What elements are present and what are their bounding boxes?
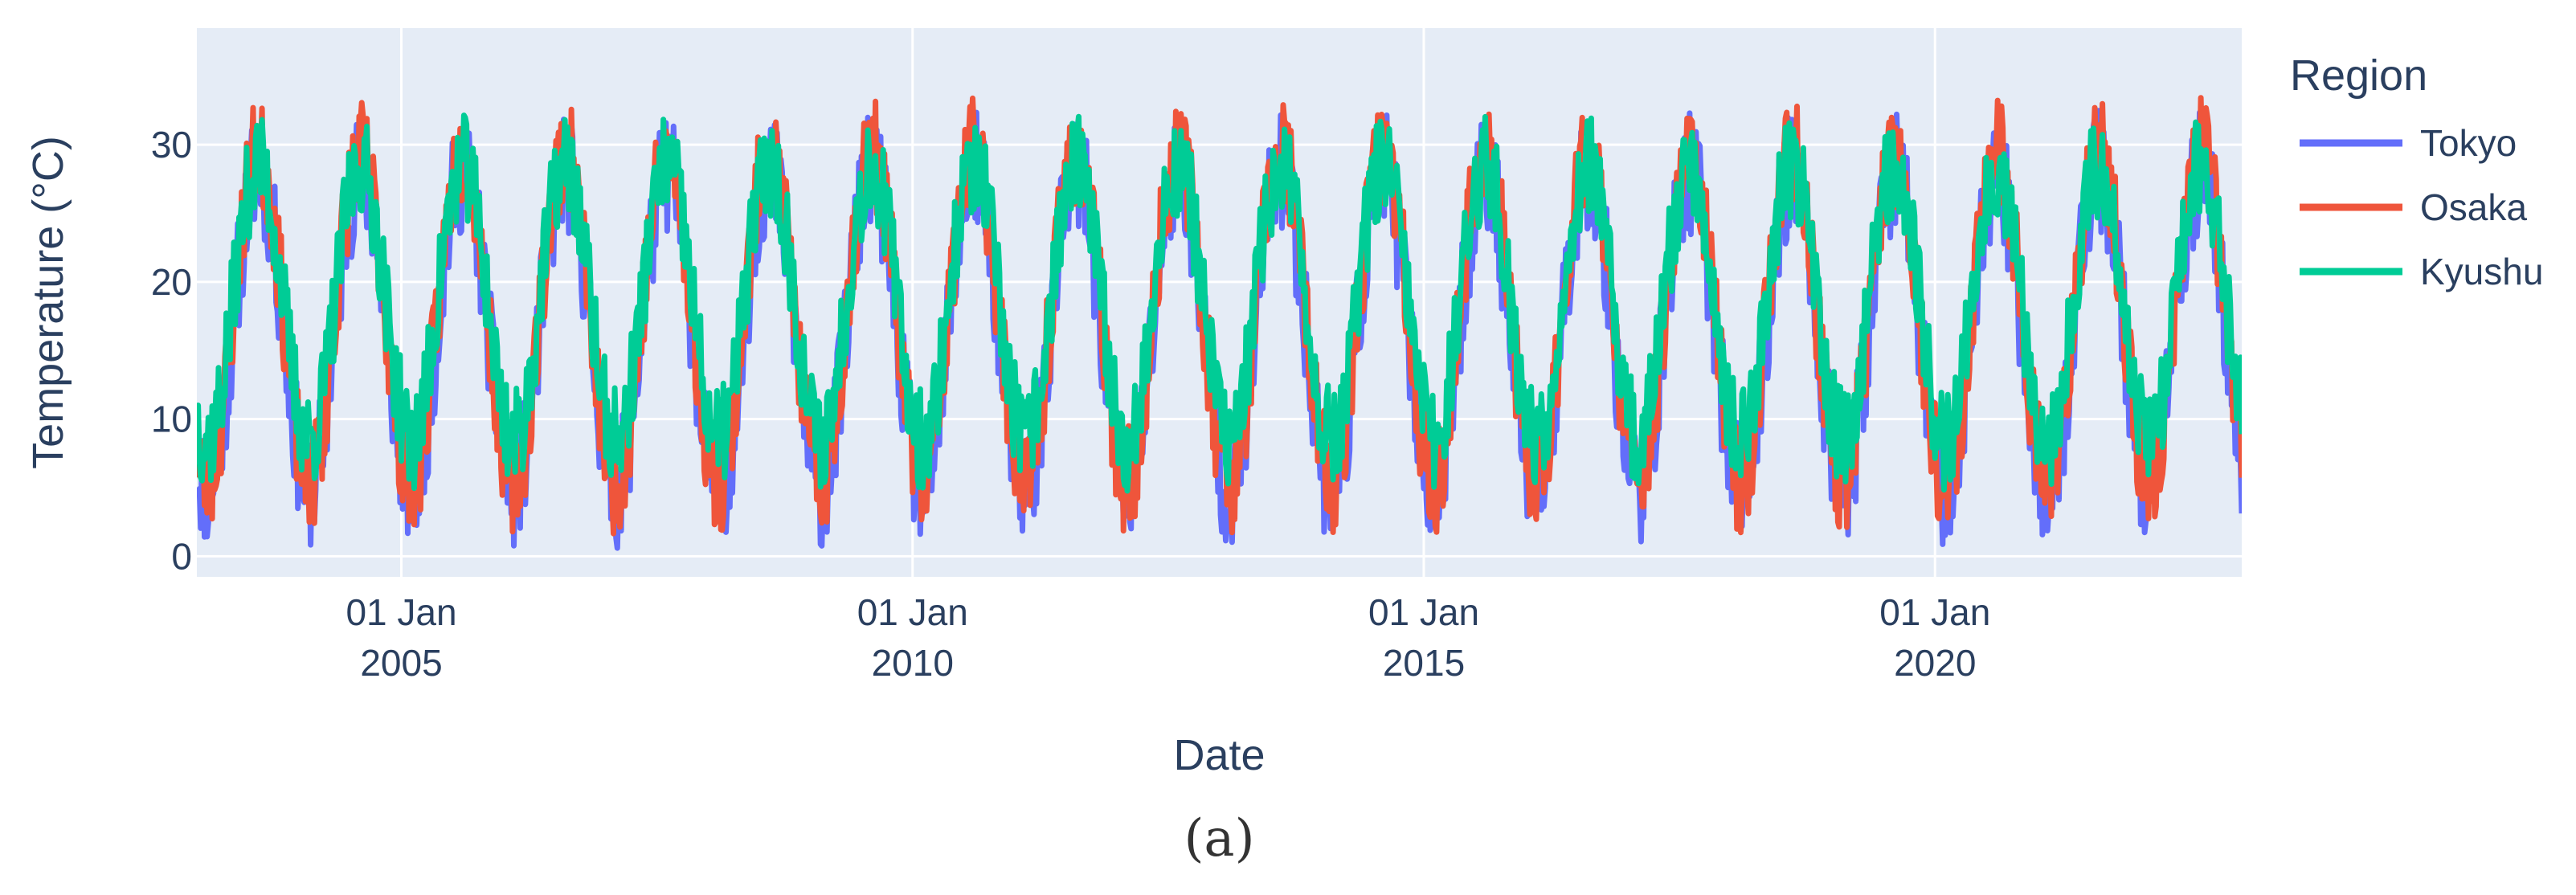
y-tick-label: 30 bbox=[151, 124, 192, 166]
legend-label-kyushu: Kyushu bbox=[2420, 251, 2543, 292]
x-tick-labels: 01 Jan 2005 01 Jan 2010 01 Jan 2015 01 Jan 2020 bbox=[346, 591, 1990, 684]
y-tick-labels: 0 10 20 30 bbox=[151, 124, 192, 577]
legend-label-tokyo: Tokyo bbox=[2420, 122, 2517, 164]
x-tick-label-date: 01 Jan bbox=[1368, 591, 1479, 633]
y-tick-label: 0 bbox=[171, 535, 192, 577]
legend-title: Region bbox=[2290, 51, 2427, 100]
legend: Region Tokyo Osaka Kyushu bbox=[2290, 51, 2543, 292]
x-tick-label-date: 01 Jan bbox=[346, 591, 456, 633]
x-tick-label-date: 01 Jan bbox=[1879, 591, 1990, 633]
y-axis-title: Temperature (°C) bbox=[24, 136, 72, 469]
series-lines bbox=[197, 95, 2242, 551]
y-tick-label: 10 bbox=[151, 398, 192, 440]
legend-label-osaka: Osaka bbox=[2420, 186, 2527, 228]
y-tick-label: 20 bbox=[151, 261, 192, 303]
x-tick-label-year: 2005 bbox=[360, 642, 442, 684]
x-tick-label-year: 2015 bbox=[1383, 642, 1465, 684]
x-tick-label-year: 2010 bbox=[872, 642, 954, 684]
figure-caption: (a) bbox=[1184, 809, 1254, 868]
series-line-kyushu bbox=[197, 112, 2242, 494]
x-tick-label-date: 01 Jan bbox=[857, 591, 968, 633]
x-axis-title: Date bbox=[1173, 731, 1265, 779]
x-tick-label-year: 2020 bbox=[1894, 642, 1976, 684]
